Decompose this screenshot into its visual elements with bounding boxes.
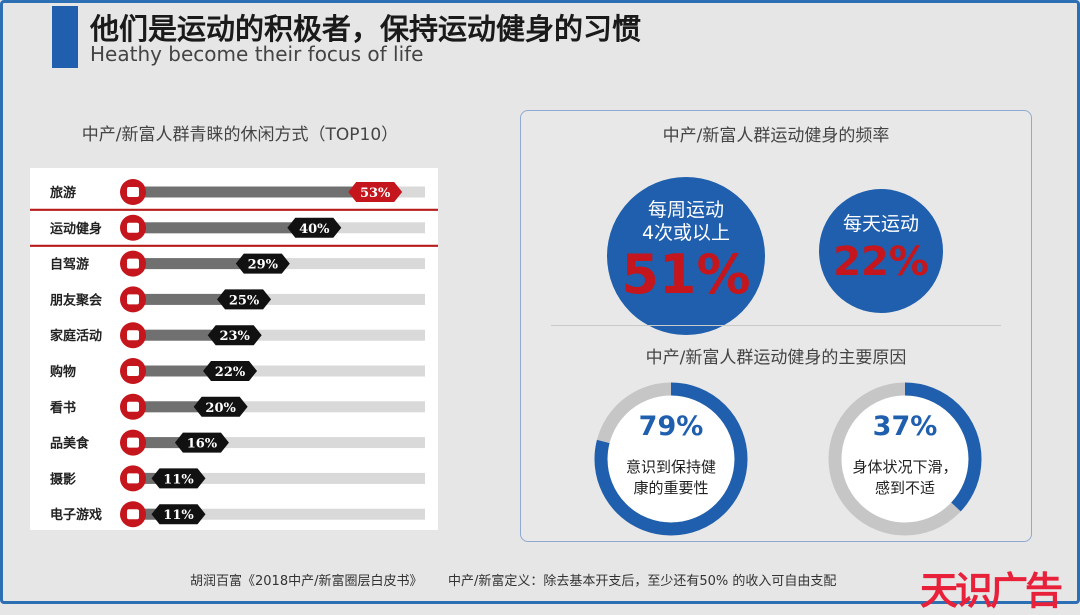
category-label: 购物 [50,364,76,380]
value-tag [348,182,403,202]
value-label: 16% [187,437,218,452]
source-note: 胡润百富《2018中产/新富圈层白皮书》 [190,574,423,589]
bar [130,222,318,234]
bar-track [130,401,425,413]
fitness-panel: 中产/新富人群运动健身的频率 每周运动 4次或以上 51% 每天运动 22% 中… [520,110,1032,542]
donut-1-text-2: 康的重要性 [633,479,709,497]
value-label: 23% [219,329,250,344]
category-label: 自驾游 [50,257,89,273]
page-subtitle: Heathy become their focus of life [90,42,424,66]
bar-track [130,329,425,341]
freq-daily-value: 22% [833,239,929,285]
donut-2-text-1: 身体状况下滑， [852,458,958,476]
freq-weekly-label-2: 4次或以上 [641,222,731,244]
icon-glyph [127,222,139,233]
bar-track [130,508,425,520]
title-accent-bar [52,6,78,68]
icon-glyph [127,294,139,305]
value-tag [193,396,248,417]
value-tag [151,504,206,525]
freq-daily-label: 每天运动 [842,213,919,235]
value-label: 40% [299,222,330,237]
bar [130,329,238,341]
value-label: 20% [205,401,236,416]
definition-note: 中产/新富定义：除去基本开支后，至少还有50% 的收入可自由支配 [448,574,837,589]
bar-track [130,437,425,449]
section-divider [551,325,1001,326]
value-label: 22% [215,365,246,380]
icon-glyph [127,509,139,520]
leisure-bar-chart: 旅游 53% 运动健身 40% 自驾游 29% 朋友聚会 25% 家庭活动 23% 购物 22% 看书 2… [22,179,446,528]
watermark-logo: 天识广告 [920,569,1063,613]
category-label: 朋友聚会 [49,292,103,308]
bar-track [130,365,425,377]
icon-glyph [127,330,139,341]
value-tag [203,361,258,381]
frequency-chart-title: 中产/新富人群运动健身的频率 [662,126,890,146]
donut-2-text-2: 感到不适 [874,479,935,497]
icon-glyph [127,473,139,484]
icon-glyph [127,258,139,269]
donut-arc [828,382,982,536]
bar [130,293,248,305]
value-tag [287,217,342,238]
value-tag [217,289,272,310]
category-label: 家庭活动 [50,328,102,344]
bar-track [130,293,425,305]
freq-weekly-label-1: 每周运动 [647,199,724,221]
category-label: 品美食 [50,436,90,452]
reason-donut-charts [594,382,982,536]
value-tag [174,432,229,453]
bar [130,401,224,413]
freq-bubble-daily: 每天运动 22% [819,189,943,313]
reason-chart-title: 中产/新富人群运动健身的主要原因 [645,348,907,368]
bar [130,365,234,377]
icon-glyph [127,437,139,448]
value-label: 53% [360,186,391,201]
category-label: 电子游戏 [50,507,102,523]
icon-glyph [127,187,139,197]
category-label: 看书 [50,400,76,416]
donut-arc [594,382,748,536]
value-label: 11% [163,508,194,523]
value-label: 11% [163,472,194,487]
freq-weekly-value: 51% [621,243,751,306]
bar [130,186,379,198]
bar [130,437,205,449]
leisure-chart-panel: 旅游 53% 运动健身 40% 自驾游 29% 朋友聚会 25% 家庭活动 23% 购物 22% 看书 2… [22,168,446,530]
freq-bubble-weekly: 每周运动 4次或以上 51% [607,177,765,335]
value-tag [235,253,290,274]
page-title: 他们是运动的积极者，保持运动健身的习惯 [90,12,642,46]
value-label: 29% [248,258,279,273]
icon-glyph [127,401,139,412]
category-label: 旅游 [50,185,76,201]
icon-glyph [127,366,139,376]
category-label: 摄影 [50,471,76,487]
category-label: 运动健身 [50,221,102,237]
donut-1-value: 79% [638,411,704,442]
value-label: 25% [229,293,260,308]
bar-track [130,472,425,484]
bar [130,258,266,270]
donut-2-value: 37% [872,411,938,442]
leisure-chart-title: 中产/新富人群青睐的休闲方式（TOP10） [81,125,399,145]
donut-1-text-1: 意识到保持健 [625,458,716,476]
value-tag [151,468,206,489]
value-tag [207,325,262,346]
